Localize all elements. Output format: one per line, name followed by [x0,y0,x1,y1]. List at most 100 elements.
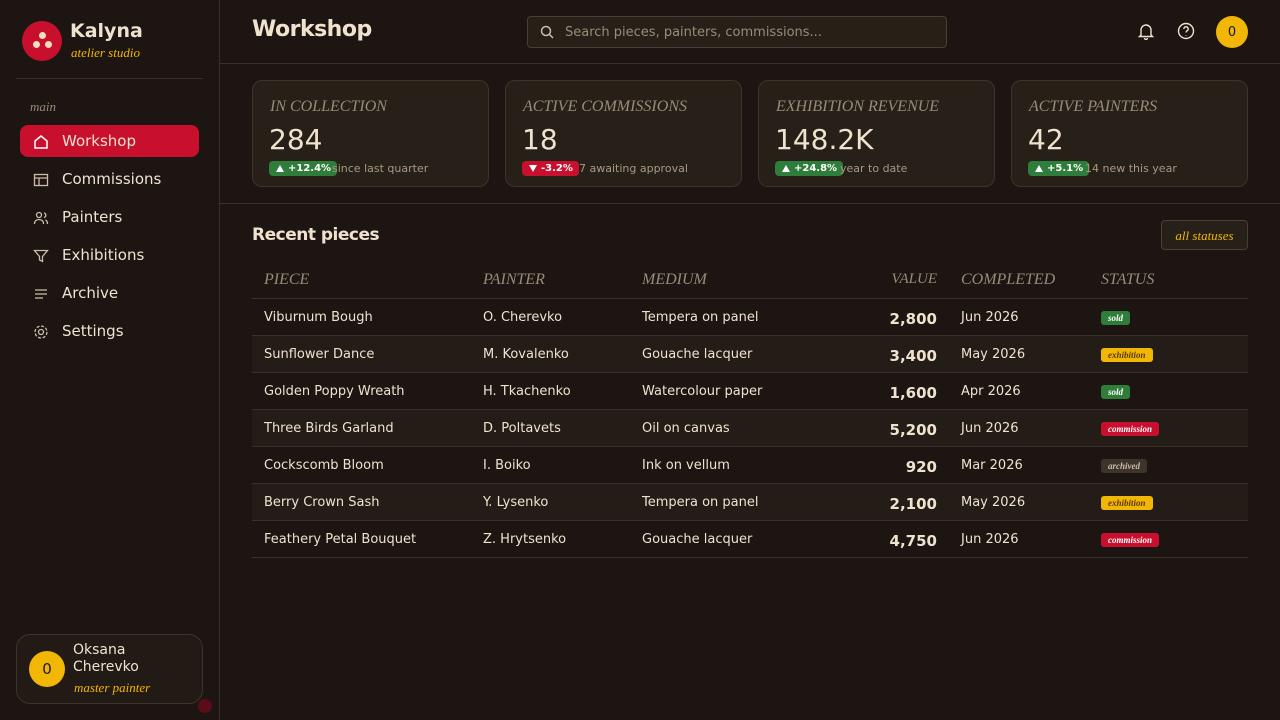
notifications[interactable] [1137,22,1155,40]
stat-note: since last quarter [332,162,429,175]
table-cell: Watercolour paper [642,384,763,399]
divider [220,203,1280,204]
table-cell: Apr 2026 [961,384,1021,399]
nav-section: main [30,99,56,114]
status-badge: exhibition [1101,348,1153,362]
column-header: PIECE [264,271,310,288]
status-badge: archived [1101,459,1147,473]
logo[interactable] [22,21,62,61]
stat-note: 14 new this year [1085,162,1177,175]
table-cell: Viburnum Bough [264,310,373,325]
stat-delta: +5.1% [1028,161,1090,176]
status-filter[interactable]: all statuses [1161,220,1248,250]
table-cell: Ink on vellum [642,458,730,473]
status-badge: commission [1101,533,1160,547]
table-cell: 4,750 [889,532,937,550]
search-box[interactable]: Search pieces, painters, commissions... [527,16,947,48]
table-cell: 3,400 [889,347,937,365]
user-avatar: 0 [29,651,65,687]
table-cell: Y. Lysenko [483,495,549,510]
table-cell: Tempera on panel [642,495,759,510]
stat-label: IN COLLECTION [270,98,387,115]
column-header: MEDIUM [642,271,707,288]
table-cell: 1,600 [889,384,937,402]
table-row[interactable]: Feathery Petal Bouquet Z. Hrytsenko Gouach… [252,521,1248,558]
table-cell: Oil on canvas [642,421,730,436]
pieces-table: PIECE PAINTER MEDIUM VALUE COMPLETED STA… [252,262,1248,558]
table-cell: I. Boiko [483,458,531,473]
column-header: STATUS [1101,271,1155,288]
table-cell: May 2026 [961,495,1026,510]
stat-note: 7 awaiting approval [579,162,688,175]
nav-item[interactable]: Settings [20,315,199,347]
status-badge: sold [1101,385,1131,399]
column-header: VALUE [891,271,937,287]
page-title: Workshop [252,17,372,42]
table-cell: Cockscomb Bloom [264,458,384,473]
table-cell: 2,100 [889,495,937,513]
table-cell: Golden Poppy Wreath [264,384,405,399]
table-row[interactable]: Cockscomb Bloom I. Boiko Ink on vellum 920 M… [252,447,1248,484]
table-cell: 920 [905,458,937,476]
user-role: master painter [74,680,151,695]
nav-item[interactable]: Archive [20,277,199,309]
table-row[interactable]: Golden Poppy Wreath H. Tkachenko Watercolo… [252,373,1248,410]
column-header: PAINTER [483,271,545,288]
table-title: Recent pieces [252,225,380,245]
table-cell: Gouache lacquer [642,532,753,547]
table-header: PIECE PAINTER MEDIUM VALUE COMPLETED STA… [252,262,1248,299]
table-row[interactable]: Viburnum Bough O. Cherevko Tempera on pane… [252,299,1248,336]
nav-item[interactable]: Exhibitions [20,239,199,271]
stat-delta: +24.8% [775,161,844,176]
table-cell: D. Poltavets [483,421,561,436]
table-cell: Jun 2026 [961,310,1019,325]
nav-label: Exhibitions [62,246,145,264]
table-cell: Jun 2026 [961,532,1019,547]
stat-value: 42 [1028,123,1064,156]
stat-delta: -3.2% [522,161,579,176]
table-cell: Three Birds Garland [264,421,394,436]
table-row[interactable]: Berry Crown Sash Y. Lysenko Tempera on pan… [252,484,1248,521]
stat-delta: +12.4% [269,161,338,176]
table-cell: Z. Hrytsenko [483,532,567,547]
status-badge: commission [1101,422,1160,436]
user-name: Oksana Cherevko [73,642,139,675]
stat-card: ACTIVE PAINTERS 42 +5.1% 14 new this year [1011,80,1248,187]
header-avatar[interactable]: 0 [1216,16,1248,48]
stat-note: year to date [840,162,908,175]
table-cell: 2,800 [889,310,937,328]
table-cell: Feathery Petal Bouquet [264,532,417,547]
nav-item[interactable]: Commissions [20,163,199,195]
user-card[interactable]: 0 Oksana Cherevko master painter [16,634,203,704]
table-cell: H. Tkachenko [483,384,571,399]
nav-item[interactable]: Painters [20,201,199,233]
stat-card: EXHIBITION REVENUE 148.2K +24.8% year to da… [758,80,995,187]
nav-label: Workshop [62,132,137,150]
table-cell: M. Kovalenko [483,347,569,362]
brand-name: Kalyna [70,20,143,42]
table-cell: Gouache lacquer [642,347,753,362]
table-cell: Jun 2026 [961,421,1019,436]
status-badge: sold [1101,311,1131,325]
status-badge: exhibition [1101,496,1153,510]
nav-item[interactable]: Workshop [20,125,199,157]
stat-card: IN COLLECTION 284 +12.4% since last quarter [252,80,489,187]
table-cell: 5,200 [889,421,937,439]
table-row[interactable]: Three Birds Garland D. Poltavets Oil on ca… [252,410,1248,447]
table-cell: Mar 2026 [961,458,1023,473]
stat-value: 148.2K [775,123,874,156]
brand-tagline: atelier studio [71,45,140,60]
nav-label: Archive [62,284,119,302]
table-cell: May 2026 [961,347,1026,362]
stat-value: 284 [269,123,323,156]
table-row[interactable]: Sunflower Dance M. Kovalenko Gouache lacqu… [252,336,1248,373]
table-cell: O. Cherevko [483,310,563,325]
help[interactable] [1177,22,1195,40]
stat-label: EXHIBITION REVENUE [776,98,940,115]
table-cell: Berry Crown Sash [264,495,380,510]
search-placeholder: Search pieces, painters, commissions... [565,25,822,40]
table-cell: Tempera on panel [642,310,759,325]
stat-value: 18 [522,123,558,156]
nav-label: Painters [62,208,123,226]
column-header: COMPLETED [961,271,1056,288]
